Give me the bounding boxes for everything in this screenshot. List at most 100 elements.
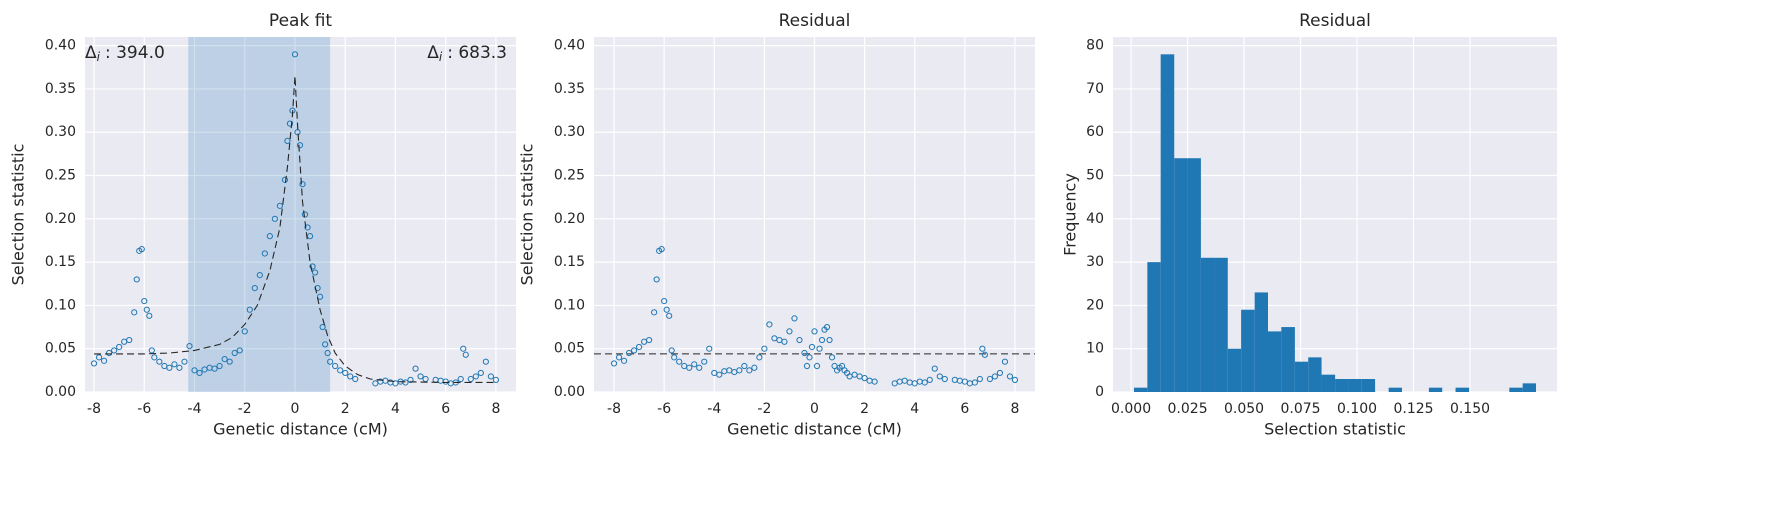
- data-point: [407, 376, 414, 383]
- data-point: [116, 343, 123, 351]
- data-point: [630, 347, 638, 354]
- data-point: [736, 367, 743, 374]
- y-tick-label: 0.35: [45, 81, 76, 97]
- data-point: [706, 345, 713, 352]
- data-point: [818, 336, 826, 344]
- data-point: [261, 250, 268, 257]
- bar: [1281, 327, 1295, 392]
- x-tick-label: -2: [238, 401, 252, 417]
- data-point: [816, 345, 823, 352]
- x-tick-label: -6: [657, 401, 671, 417]
- data-point: [246, 306, 253, 313]
- data-point: [477, 369, 484, 377]
- data-point: [460, 345, 467, 352]
- bar: [1214, 257, 1228, 392]
- data-point: [256, 272, 263, 279]
- data-point: [766, 321, 773, 328]
- x-tick-label: 8: [1010, 401, 1019, 417]
- data-point: [221, 355, 228, 363]
- data-point: [347, 373, 354, 380]
- data-point: [143, 306, 150, 313]
- bar: [1388, 387, 1402, 392]
- data-point: [936, 373, 943, 380]
- annotation-subscript: i: [97, 50, 101, 64]
- data-point: [151, 354, 158, 361]
- data-point: [786, 328, 793, 335]
- y-tick-label: 0.10: [45, 297, 76, 313]
- data-point: [696, 364, 703, 371]
- data-point: [691, 361, 698, 368]
- data-point: [196, 369, 203, 377]
- data-point: [615, 354, 623, 361]
- data-point: [166, 364, 173, 371]
- data-point: [211, 365, 218, 372]
- data-point: [808, 343, 816, 351]
- bar: [1308, 357, 1322, 392]
- data-point: [141, 297, 148, 305]
- bar: [1227, 348, 1242, 392]
- highlight-span: [188, 37, 331, 392]
- data-point: [806, 354, 813, 361]
- data-point: [133, 276, 140, 283]
- x-tick-label: 4: [391, 401, 400, 417]
- data-point: [226, 358, 233, 365]
- data-point: [311, 269, 319, 276]
- data-point: [156, 358, 163, 365]
- data-point: [991, 373, 999, 380]
- data-point: [126, 336, 133, 344]
- data-point: [417, 373, 424, 380]
- data-point: [299, 181, 306, 188]
- data-point: [761, 345, 768, 352]
- bar: [1428, 387, 1443, 392]
- y-tick-label: 0.25: [554, 168, 585, 184]
- data-point: [661, 297, 668, 305]
- y-tick-label: 50: [1086, 168, 1104, 184]
- fit-line: [94, 75, 496, 384]
- annotation-subscript: i: [439, 50, 443, 64]
- data-point: [332, 362, 339, 370]
- data-point: [271, 215, 278, 222]
- data-point: [801, 349, 808, 357]
- annotation: Δi: 683.3: [427, 43, 507, 64]
- x-tick-label: -4: [188, 401, 202, 417]
- data-point: [813, 362, 821, 370]
- y-tick-label: 0.25: [45, 168, 76, 184]
- data-point: [176, 364, 183, 371]
- y-tick-label: 60: [1086, 124, 1104, 140]
- data-point: [146, 312, 153, 319]
- x-tick-label: 0: [810, 401, 819, 417]
- y-tick-label: 70: [1086, 81, 1104, 97]
- data-point: [487, 373, 494, 380]
- data-point: [979, 345, 986, 352]
- data-point: [668, 347, 675, 354]
- data-point: [286, 120, 294, 127]
- data-point: [309, 263, 316, 270]
- bar: [1174, 158, 1188, 392]
- data-point: [337, 367, 344, 374]
- data-point: [294, 129, 301, 136]
- chart-title: Peak fit: [269, 11, 332, 31]
- data-point: [472, 373, 479, 380]
- data-point: [236, 347, 243, 354]
- x-tick-label: 2: [341, 401, 350, 417]
- data-point: [610, 360, 618, 367]
- data-point: [327, 358, 334, 365]
- data-point: [921, 379, 928, 386]
- data-point: [636, 343, 643, 351]
- data-point: [971, 379, 978, 386]
- x-tick-label: 0.000: [1111, 401, 1151, 417]
- data-point: [90, 360, 98, 367]
- annotation-text: : 394.0: [105, 43, 165, 63]
- y-tick-label: 0.00: [45, 384, 76, 400]
- data-point: [301, 211, 309, 218]
- x-tick-label: -4: [707, 401, 721, 417]
- y-tick-label: 0.20: [45, 211, 76, 227]
- data-point: [1006, 373, 1014, 380]
- x-axis-label: Selection statistic: [1264, 420, 1406, 439]
- bar: [1348, 379, 1362, 392]
- data-point: [296, 142, 304, 149]
- data-point: [981, 351, 988, 358]
- y-axis-label: Selection statistic: [518, 144, 537, 286]
- bar: [1361, 379, 1376, 392]
